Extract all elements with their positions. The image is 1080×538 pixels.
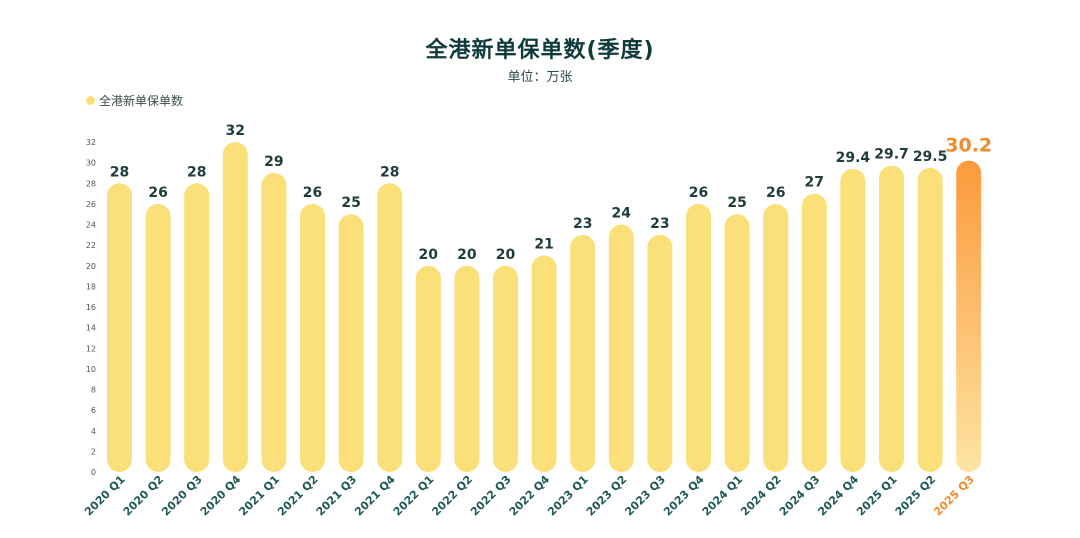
bar-value-label: 20	[419, 247, 439, 263]
bar-value-label: 23	[650, 216, 669, 232]
chart-subtitle: 单位：万张	[507, 70, 573, 85]
bar-value-label: 20	[457, 247, 477, 263]
y-tick-label: 26	[86, 200, 96, 209]
y-tick-label: 20	[86, 262, 96, 271]
bar	[107, 183, 132, 472]
y-tick-label: 32	[86, 138, 96, 147]
x-tick-label: 2023 Q2	[584, 473, 630, 519]
bar	[608, 224, 634, 472]
x-tick-label: 2022 Q2	[429, 473, 475, 519]
x-tick-label: 2022 Q3	[468, 473, 514, 519]
bar	[222, 142, 248, 472]
y-tick-label: 14	[86, 324, 96, 333]
x-tick-label: 2020 Q3	[159, 473, 205, 519]
bar	[338, 214, 364, 472]
y-tick-label: 12	[86, 344, 96, 353]
bar-value-label: 25	[727, 195, 746, 211]
bar	[493, 265, 518, 472]
legend: 全港新单保单数	[86, 92, 183, 109]
bar	[801, 193, 827, 472]
bar-value-label: 28	[380, 164, 399, 180]
bar-value-label: 23	[573, 216, 592, 232]
x-tick-label: 2025 Q2	[893, 473, 939, 519]
x-tick-label: 2022 Q4	[507, 473, 553, 519]
x-tick-label: 2025 Q3	[931, 473, 977, 519]
bars	[107, 142, 982, 472]
y-tick-label: 8	[91, 386, 96, 395]
x-tick-label: 2021 Q4	[352, 473, 398, 519]
x-tick-label: 2025 Q1	[854, 473, 900, 519]
bar-value-label: 28	[187, 164, 206, 180]
x-tick-label: 2020 Q2	[121, 473, 167, 519]
bar-value-label: 29.4	[836, 150, 871, 166]
bar	[570, 234, 596, 472]
legend-swatch	[86, 96, 95, 105]
bar-value-label: 26	[303, 185, 322, 201]
bar-value-label: 24	[612, 206, 632, 222]
bar-value-label: 29.7	[874, 147, 909, 163]
legend-label: 全港新单保单数	[99, 94, 184, 108]
y-tick-label: 24	[86, 221, 96, 230]
bar	[184, 183, 210, 472]
x-tick-label: 2022 Q1	[391, 473, 437, 519]
bar	[917, 167, 943, 472]
bar-value-label: 20	[496, 247, 516, 263]
bar	[879, 165, 904, 472]
bar	[531, 255, 557, 472]
x-tick-label: 2024 Q1	[700, 473, 746, 519]
bar-value-label: 27	[805, 175, 824, 191]
bar	[300, 203, 325, 472]
x-tick-label: 2021 Q1	[236, 473, 282, 519]
bar-value-label: 28	[110, 164, 129, 180]
bar	[763, 203, 789, 472]
x-tick-label: 2020 Q4	[198, 473, 244, 519]
x-tick-label: 2020 Q1	[82, 473, 128, 519]
y-tick-label: 2	[91, 447, 96, 456]
y-tick-label: 30	[86, 159, 96, 168]
bar-value-label: 21	[534, 236, 553, 252]
y-tick-label: 4	[91, 427, 96, 436]
bar	[454, 265, 480, 472]
y-tick-label: 0	[91, 468, 96, 477]
y-tick-label: 18	[86, 282, 96, 291]
bar	[377, 183, 403, 472]
bar-value-label: 26	[689, 185, 708, 201]
bar-value-label: 29.5	[913, 149, 948, 165]
bar	[261, 172, 287, 472]
chart-title: 全港新单保单数(季度)	[425, 38, 655, 63]
bar	[145, 203, 171, 472]
bar	[724, 214, 750, 472]
bar-value-label: 26	[766, 185, 785, 201]
x-tick-label: 2024 Q3	[777, 473, 823, 519]
x-tick-label: 2023 Q3	[622, 473, 668, 519]
value-labels: 28 26 28 32 29 26 25 28 20 20 20 21 23 24 23 26 25 26 27 29…	[110, 123, 992, 263]
bar-value-label: 26	[148, 185, 167, 201]
x-tick-label: 2024 Q2	[738, 473, 784, 519]
x-tick-label: 2023 Q1	[545, 473, 591, 519]
bar-value-label: 29	[264, 154, 283, 170]
x-tick-label: 2021 Q2	[275, 473, 321, 519]
bar-value-label: 25	[341, 195, 360, 211]
y-tick-label: 28	[86, 179, 96, 188]
x-tick-label: 2023 Q4	[661, 473, 707, 519]
x-tick-label: 2024 Q4	[815, 473, 861, 519]
y-tick-label: 10	[86, 365, 96, 374]
bar	[956, 160, 982, 472]
bar-value-label: 32	[226, 123, 245, 139]
y-tick-label: 22	[86, 241, 96, 250]
y-tick-label: 6	[91, 406, 96, 415]
bar	[415, 265, 441, 472]
bar	[686, 203, 711, 472]
x-tick-label: 2021 Q3	[314, 473, 360, 519]
bar	[840, 168, 866, 472]
bar	[647, 234, 673, 472]
bar-value-label: 30.2	[945, 135, 992, 157]
y-tick-label: 16	[86, 303, 96, 312]
